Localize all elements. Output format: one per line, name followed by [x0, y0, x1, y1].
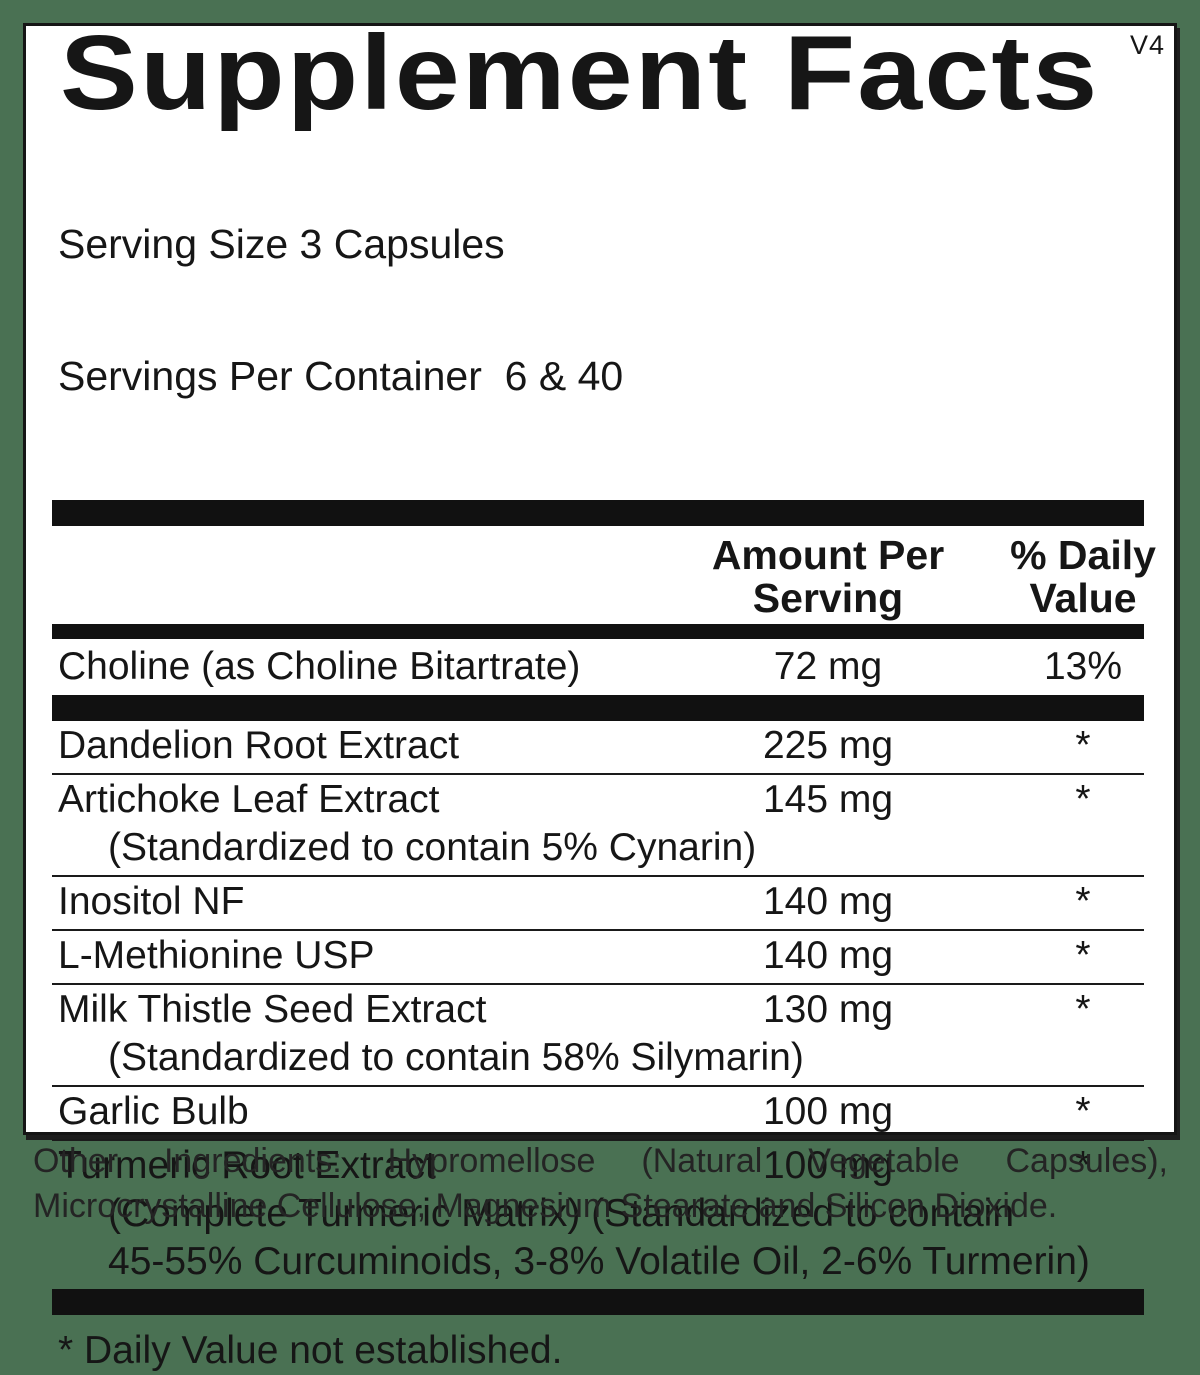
ingredient-daily-value: *: [1075, 724, 1091, 767]
page-title: Supplement Facts: [60, 14, 1100, 132]
serving-size: Serving Size 3 Capsules: [58, 221, 505, 267]
ingredient-name: Turmeric Root Extract: [58, 1144, 436, 1187]
table-row: Artichoke Leaf Extract 145 mg * (Standardiz…: [52, 775, 1144, 875]
ingredient-amount: 140 mg: [762, 880, 894, 923]
table-row: L-Methionine USP 140 mg *: [52, 931, 1144, 983]
ingredient-name: Milk Thistle Seed Extract: [58, 988, 487, 1031]
other-ingredients: Other Ingredients: Hypromellose (Natural…: [33, 1142, 1168, 1225]
separator-bar-header: [52, 624, 1144, 639]
row-separator: [52, 1085, 1144, 1087]
ingredient-amount: 130 mg: [762, 988, 894, 1031]
separator-bar-bottom: [52, 1289, 1144, 1315]
ingredient-amount: 72 mg: [773, 645, 883, 688]
row-separator: [52, 983, 1144, 985]
table-row: Garlic Bulb 100 mg *: [52, 1087, 1144, 1139]
ingredient-daily-value: *: [1075, 880, 1091, 923]
facts-table: Amount Per Serving % Daily Value Choline…: [52, 500, 1156, 1375]
row-separator: [52, 929, 1144, 931]
servings-per-container: Servings Per Container 6 & 40: [58, 353, 624, 399]
ingredient-subline: (Standardized to contain 5% Cynarin): [108, 826, 757, 869]
ingredient-rows: Dandelion Root Extract 225 mg * Artichoke L…: [52, 721, 1144, 1289]
label-image: { "label": { "title": "Supplement Facts"…: [23, 20, 1177, 1372]
ingredient-name: Dandelion Root Extract: [58, 724, 460, 767]
row-separator: [52, 773, 1144, 775]
ingredient-name: L-Methionine USP: [58, 934, 375, 977]
ingredient-name: Garlic Bulb: [58, 1090, 249, 1133]
ingredient-daily-value: *: [1075, 778, 1091, 821]
ingredient-amount: 145 mg: [762, 778, 894, 821]
version-tag: V4: [1130, 30, 1166, 60]
row-separator: [52, 1139, 1144, 1141]
table-row: Choline (as Choline Bitartrate) 72 mg 13…: [52, 639, 1144, 695]
separator-bar-mid: [52, 695, 1144, 721]
ingredient-daily-value: *: [1075, 1144, 1091, 1187]
ingredient-amount: 225 mg: [762, 724, 894, 767]
ingredient-amount: 100 mg: [762, 1090, 894, 1133]
ingredient-name: Inositol NF: [58, 880, 245, 923]
ingredient-daily-value: *: [1075, 1090, 1091, 1133]
ingredient-daily-value: 13%: [1043, 645, 1123, 688]
separator-bar-top: [52, 500, 1144, 526]
ingredient-daily-value: *: [1075, 934, 1091, 977]
column-headers: Amount Per Serving % Daily Value: [52, 526, 1156, 624]
table-row: Inositol NF 140 mg *: [52, 877, 1144, 929]
row-separator: [52, 875, 1144, 877]
supplement-facts-panel: Supplement Facts V4 Serving Size 3 Capsu…: [23, 20, 1177, 1372]
dv-footnote: * Daily Value not established.: [58, 1329, 563, 1372]
column-header-amount: Amount Per Serving: [711, 532, 945, 621]
table-row: Dandelion Root Extract 225 mg *: [52, 721, 1144, 773]
ingredient-subline: 45-55% Curcuminoids, 3-8% Volatile Oil, …: [108, 1240, 1090, 1283]
table-row: Milk Thistle Seed Extract 130 mg * (Standar…: [52, 985, 1144, 1085]
ingredient-amount: 140 mg: [762, 934, 894, 977]
ingredient-name: Choline (as Choline Bitartrate): [58, 645, 581, 688]
ingredient-subline: (Standardized to contain 58% Silymarin): [108, 1036, 804, 1079]
ingredient-daily-value: *: [1075, 988, 1091, 1031]
ingredient-subline: (Complete Turmeric Matrix) (Standardized…: [108, 1192, 1015, 1235]
column-header-daily-value: % Daily Value: [1010, 532, 1156, 621]
ingredient-amount: 100 mg: [762, 1144, 894, 1187]
ingredient-name: Artichoke Leaf Extract: [58, 778, 440, 821]
